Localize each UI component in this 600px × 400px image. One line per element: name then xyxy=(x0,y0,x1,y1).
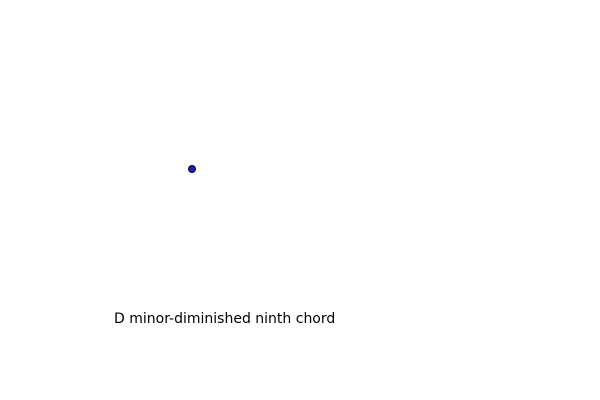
chord-caption: D minor-diminished ninth chord xyxy=(114,311,336,327)
chord-point-marker xyxy=(189,166,195,172)
